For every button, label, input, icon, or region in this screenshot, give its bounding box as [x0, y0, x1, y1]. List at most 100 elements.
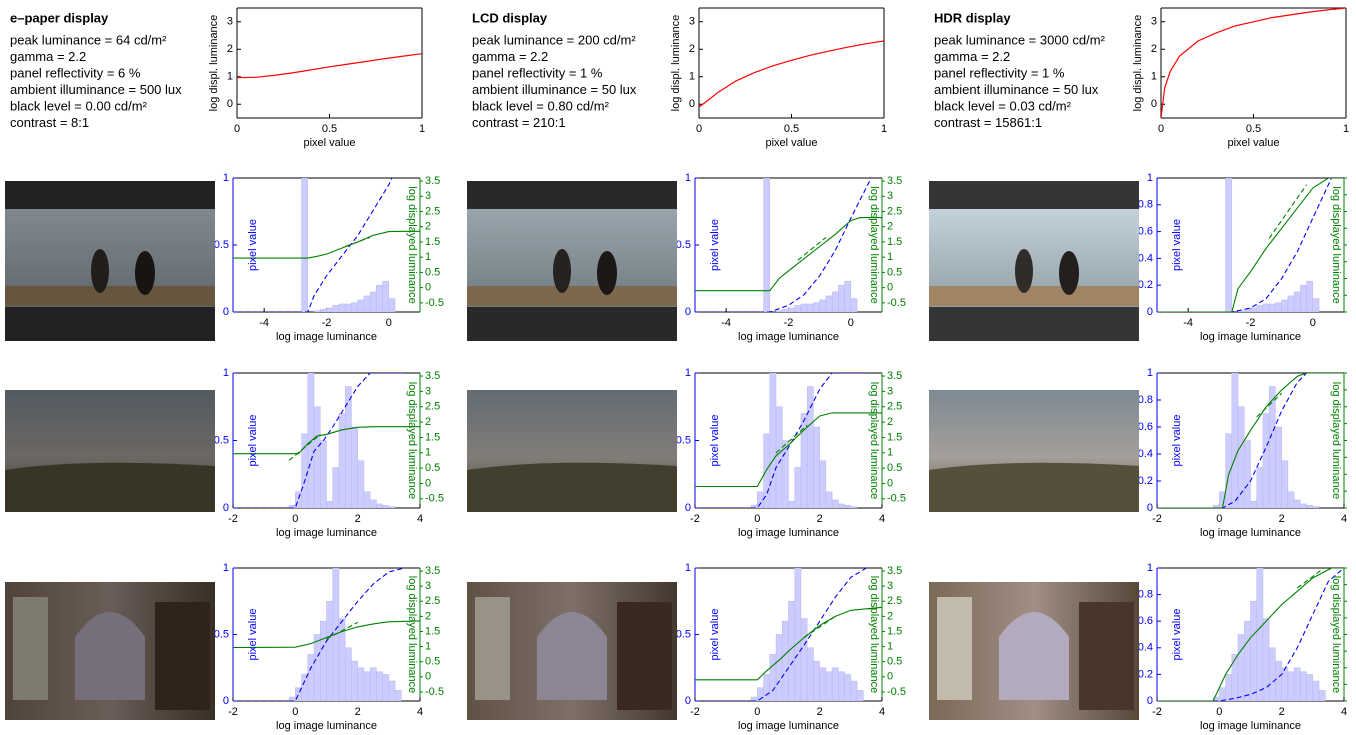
- x-axis-label: log image luminance: [1200, 527, 1301, 539]
- histogram-bar: [831, 499, 839, 508]
- y-axis-label: pixel value: [247, 415, 259, 467]
- y2-tick-label: 3.5: [425, 370, 440, 382]
- panel-title: e–paper display: [10, 10, 109, 25]
- histogram-bar: [838, 671, 845, 701]
- y2-tick-label: 3: [887, 190, 893, 202]
- arch: [537, 612, 607, 700]
- histogram-bar: [775, 310, 783, 312]
- histogram-bar: [844, 280, 852, 312]
- histogram-bar: [1312, 506, 1320, 508]
- panel-note: contrast = 8:1: [10, 115, 89, 130]
- photo: [467, 181, 677, 341]
- histogram-bar: [782, 620, 789, 701]
- histogram-bar: [1306, 280, 1314, 312]
- dashed-curve: [695, 568, 867, 701]
- photo-table: [5, 286, 215, 306]
- x-tick-label: -2: [690, 513, 700, 525]
- dashed-curve: [326, 621, 358, 640]
- y2-tick-label: 2: [425, 610, 431, 622]
- y2-tick-label: 2.5: [425, 205, 440, 217]
- y2-tick-label: 1.5: [887, 236, 902, 248]
- histogram-bar: [388, 298, 396, 312]
- histogram-bar: [813, 426, 820, 508]
- y2-tick-label: 2.5: [425, 595, 440, 607]
- histogram-bar: [1244, 440, 1251, 508]
- panel-note: ambient illuminance = 500 lux: [10, 82, 182, 97]
- histogram-bar: [307, 654, 315, 701]
- histogram-bar: [376, 671, 383, 701]
- x-tick-label: 4: [879, 706, 885, 718]
- x-tick-label: 0: [848, 317, 854, 329]
- y-tick-label: 0.4: [1138, 642, 1153, 654]
- response-curve: [1161, 8, 1346, 118]
- photo: [467, 390, 677, 512]
- x-tick-label: 0.5: [784, 123, 799, 135]
- x-tick-label: 2: [817, 706, 823, 718]
- y2-tick-label: 0.5: [887, 656, 902, 668]
- histogram-bar: [1250, 601, 1257, 701]
- y-tick-label: 3: [689, 16, 695, 28]
- y2-tick-label: -0.5: [887, 686, 906, 698]
- histogram-bar: [794, 305, 802, 312]
- y2-axis-label: log displayed luminance: [406, 576, 418, 693]
- y2-tick-label: 1: [425, 640, 431, 652]
- y-tick-label: 0.8: [1138, 199, 1153, 211]
- x-tick-label: 1: [881, 123, 887, 135]
- photo: [929, 582, 1139, 720]
- dashed-curve: [1157, 568, 1344, 701]
- y-tick-label: 0: [227, 98, 233, 110]
- histogram-bar: [313, 634, 321, 701]
- y2-axis-label: log displayed luminance: [1330, 576, 1342, 693]
- shelf: [155, 602, 210, 710]
- histogram-bar: [750, 696, 758, 701]
- y-tick-label: 0.5: [214, 434, 229, 446]
- y-tick-label: 0.5: [214, 628, 229, 640]
- y2-tick-label: 2.5: [425, 401, 440, 413]
- histogram-bar: [288, 696, 296, 701]
- x-tick-label: 0: [292, 513, 298, 525]
- histogram-bar: [838, 284, 845, 312]
- histogram-bar: [1281, 299, 1289, 312]
- histogram-bar: [1250, 501, 1257, 508]
- y-tick-label: 0.5: [676, 434, 691, 446]
- x-tick-label: 0.5: [1246, 123, 1261, 135]
- y-tick-label: 0: [223, 695, 229, 707]
- plot-area: [695, 373, 882, 508]
- response-curve: [237, 53, 422, 79]
- photo: [929, 181, 1139, 341]
- y2-tick-label: 1: [887, 640, 893, 652]
- histogram-bar: [825, 295, 833, 312]
- histogram-bar: [1300, 671, 1307, 701]
- y-tick-label: 0: [223, 502, 229, 514]
- plot-area: [1157, 178, 1344, 312]
- panel-note: ambient illuminance = 50 lux: [472, 82, 637, 97]
- histogram-bar: [301, 178, 309, 312]
- shelf: [1079, 602, 1134, 710]
- y-tick-label: 0: [689, 98, 695, 110]
- figure: [553, 249, 571, 293]
- y2-tick-label: 3: [425, 385, 431, 397]
- x-tick-label: 0: [234, 123, 240, 135]
- histogram-bar: [369, 499, 377, 508]
- y-tick-label: 0: [685, 306, 691, 318]
- y2-tick-label: 3.5: [887, 175, 902, 187]
- histogram-bar: [1300, 503, 1307, 508]
- histogram-bar: [769, 654, 777, 701]
- panel-title: HDR display: [934, 10, 1011, 25]
- x-tick-label: 4: [1341, 513, 1347, 525]
- histogram-bar: [1231, 373, 1239, 508]
- histogram-bar: [850, 680, 858, 701]
- plot-area: [237, 53, 422, 79]
- x-tick-label: 0: [1310, 317, 1316, 329]
- histogram-bar: [1262, 303, 1270, 312]
- histogram-bar: [1256, 305, 1264, 312]
- tone-curve: [695, 217, 882, 292]
- panel-note: contrast = 15861:1: [934, 115, 1042, 130]
- y2-tick-label: 0: [887, 282, 893, 294]
- y2-tick-label: 3.5: [887, 565, 902, 577]
- plot-area: [695, 178, 882, 312]
- histogram-bar: [819, 299, 827, 312]
- panel-note: peak luminance = 200 cd/m²: [472, 32, 636, 47]
- y2-tick-label: 2.5: [887, 401, 902, 413]
